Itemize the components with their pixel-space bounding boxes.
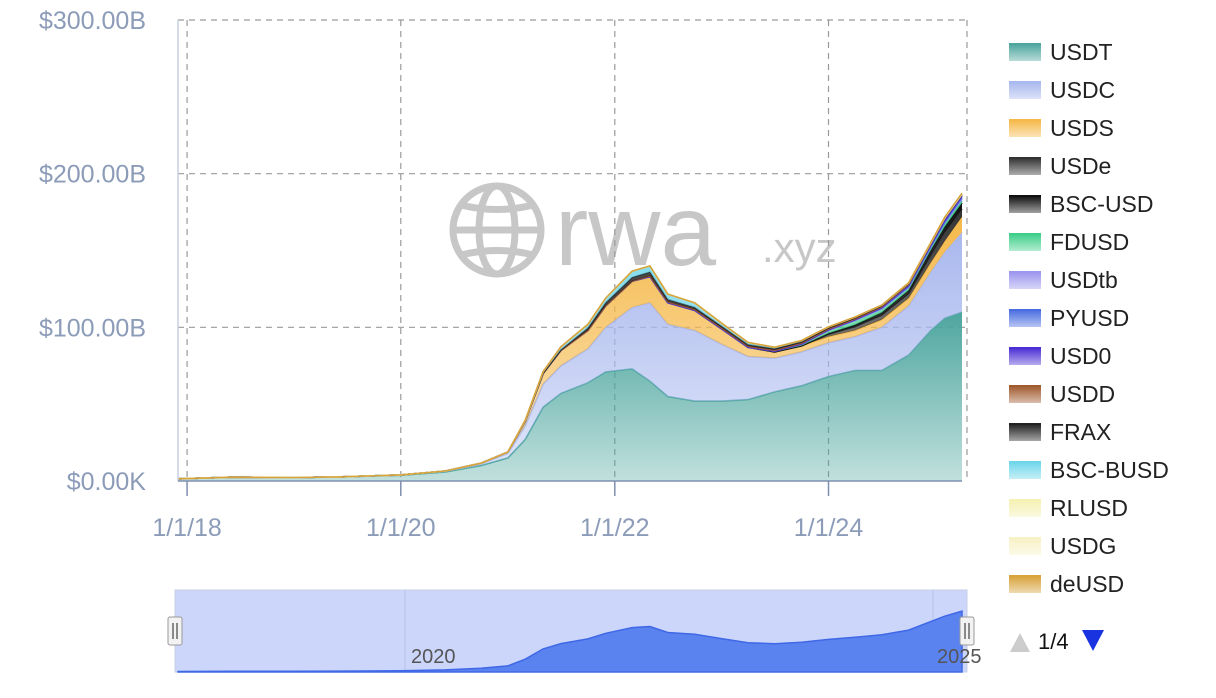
legend-swatch [1009, 424, 1041, 441]
legend-label: USDS [1050, 115, 1114, 141]
axes: $0.00K $100.00B $200.00B $300.00B 1/1/18 1/1/… [39, 7, 962, 542]
legend-item-usdtb[interactable]: USDtb [1009, 267, 1118, 293]
legend-label: USDG [1050, 533, 1116, 559]
watermark-suffix: .xyz [762, 224, 837, 271]
legend-label: USDtb [1050, 267, 1118, 293]
legend-label: USDD [1050, 381, 1115, 407]
legend-item-usde[interactable]: USDe [1009, 153, 1111, 179]
legend-item-usds[interactable]: USDS [1009, 115, 1114, 141]
y-tick-label: $300.00B [39, 7, 146, 35]
triangle-up-icon[interactable] [1010, 633, 1030, 652]
legend-label: PYUSD [1050, 305, 1129, 331]
legend[interactable]: USDT USDC USDS USDe BSC-USD FDUSD USDtb PYUSD US… [1009, 39, 1169, 597]
legend-swatch [1009, 82, 1041, 99]
legend-swatch [1009, 310, 1041, 327]
series-line-deusd [177, 192, 963, 480]
legend-label: USDC [1050, 77, 1115, 103]
legend-item-usdg[interactable]: USDG [1009, 533, 1116, 559]
watermark: rwa .xyz [449, 175, 837, 287]
triangle-down-icon[interactable] [1082, 630, 1104, 651]
legend-swatch [1009, 44, 1041, 61]
globe-icon [449, 182, 545, 278]
legend-item-usdc[interactable]: USDC [1009, 77, 1115, 103]
y-tick-label: $0.00K [67, 468, 147, 496]
x-tick-label: 1/1/22 [580, 514, 650, 542]
legend-item-bsc-busd[interactable]: BSC-BUSD [1009, 457, 1169, 483]
legend-label: FRAX [1050, 419, 1111, 445]
legend-swatch [1009, 386, 1041, 403]
legend-label: RLUSD [1050, 495, 1128, 521]
y-tick-label: $200.00B [39, 161, 146, 189]
legend-label: USDe [1050, 153, 1111, 179]
legend-label: USDT [1050, 39, 1113, 65]
navigator-label-2020: 2020 [411, 646, 456, 668]
legend-swatch [1009, 196, 1041, 213]
navigator-label-2025: 2025 [937, 646, 982, 668]
legend-swatch [1009, 462, 1041, 479]
legend-label: USD0 [1050, 343, 1111, 369]
navigator-right-handle[interactable] [959, 616, 975, 646]
x-tick-label: 1/1/18 [152, 514, 222, 542]
legend-item-bsc-usd[interactable]: BSC-USD [1009, 191, 1154, 217]
series-area-usds [178, 216, 962, 479]
legend-item-usdt[interactable]: USDT [1009, 39, 1113, 65]
navigator-series-area [177, 610, 963, 673]
stacked-areas [177, 192, 963, 481]
legend-item-fdusd[interactable]: FDUSD [1009, 229, 1129, 255]
legend-item-usd0[interactable]: USD0 [1009, 343, 1111, 369]
legend-label: FDUSD [1050, 229, 1129, 255]
legend-swatch [1009, 272, 1041, 289]
x-tick-label: 1/1/24 [794, 514, 864, 542]
legend-swatch [1009, 158, 1041, 175]
navigator-left-handle[interactable] [167, 616, 183, 646]
legend-page-label: 1/4 [1038, 629, 1069, 654]
navigator[interactable]: 2020 2025 [167, 589, 982, 673]
legend-pager: 1/4 [1010, 629, 1104, 654]
legend-label: BSC-USD [1050, 191, 1154, 217]
x-tick-label: 1/1/20 [366, 514, 436, 542]
legend-swatch [1009, 120, 1041, 137]
legend-label: BSC-BUSD [1050, 457, 1169, 483]
series-area-usdt [178, 312, 962, 481]
legend-item-deusd[interactable]: deUSD [1009, 571, 1124, 597]
legend-swatch [1009, 234, 1041, 251]
legend-item-rlusd[interactable]: RLUSD [1009, 495, 1128, 521]
legend-swatch [1009, 500, 1041, 517]
legend-swatch [1009, 576, 1041, 593]
legend-label: deUSD [1050, 571, 1124, 597]
legend-item-frax[interactable]: FRAX [1009, 419, 1111, 445]
legend-swatch [1009, 348, 1041, 365]
legend-item-pyusd[interactable]: PYUSD [1009, 305, 1129, 331]
watermark-brand: rwa [555, 175, 717, 287]
series-area-usdc [178, 232, 962, 479]
legend-swatch [1009, 538, 1041, 555]
legend-item-usdd[interactable]: USDD [1009, 381, 1115, 407]
y-tick-label: $100.00B [39, 314, 146, 342]
